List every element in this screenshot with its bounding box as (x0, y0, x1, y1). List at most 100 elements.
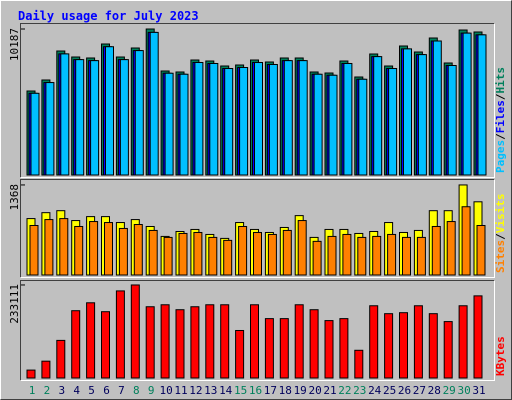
bar (399, 312, 408, 379)
legend: Sites/Visits (494, 194, 507, 274)
x-tick-label: 7 (118, 384, 125, 397)
legend-entry: Sites (494, 240, 507, 273)
x-tick-label: 26 (398, 384, 411, 397)
x-tick-label: 29 (443, 384, 456, 397)
x-tick-label: 30 (457, 384, 470, 397)
bar (164, 72, 174, 176)
bar (309, 309, 319, 379)
bar (89, 221, 99, 276)
bar (74, 225, 84, 276)
bar (130, 284, 140, 379)
bar (134, 50, 144, 176)
legend-entry: KBytes (494, 336, 507, 376)
legend-separator: / (494, 133, 507, 140)
bar (118, 227, 128, 276)
bar (402, 236, 411, 276)
bar (163, 236, 173, 276)
bar (413, 305, 423, 379)
bar (384, 313, 394, 379)
bar (105, 46, 114, 176)
x-tick-label: 2 (44, 384, 51, 397)
panel-frame (20, 179, 495, 278)
bar (447, 65, 457, 176)
bar (194, 61, 204, 176)
bar (224, 68, 234, 176)
bar (388, 68, 398, 176)
panel-frame (20, 23, 495, 178)
x-tick-label: 6 (103, 384, 110, 397)
bar (443, 321, 453, 379)
bar (477, 34, 487, 176)
x-tick-label: 20 (308, 384, 321, 397)
bar (324, 320, 334, 379)
bar (59, 218, 69, 276)
x-tick-label: 25 (383, 384, 396, 397)
bar (193, 231, 203, 276)
bar (283, 60, 293, 176)
bar (267, 233, 277, 276)
bar (387, 233, 397, 276)
y-tick-label: 10187 (8, 28, 21, 61)
x-tick-label: 9 (148, 384, 155, 397)
bar (238, 225, 248, 276)
bar (279, 318, 289, 379)
x-tick-label: 8 (133, 384, 140, 397)
bar (328, 74, 338, 176)
bar (354, 349, 364, 379)
x-tick-label: 15 (234, 384, 247, 397)
bar (209, 62, 219, 176)
panel-frame (20, 280, 495, 381)
bar (339, 318, 349, 379)
bar (133, 224, 143, 276)
x-tick-label: 31 (472, 384, 485, 397)
bar (179, 73, 189, 176)
x-tick-label: 3 (58, 384, 65, 397)
x-tick-label: 16 (249, 384, 262, 397)
bar (250, 304, 259, 379)
bar (282, 229, 292, 276)
bar (343, 62, 353, 176)
y-tick-label: 1368 (8, 184, 21, 211)
bar (298, 60, 308, 176)
bar (294, 304, 304, 379)
legend-entry: Visits (494, 194, 507, 234)
bar (45, 82, 55, 176)
x-tick-label: 19 (294, 384, 307, 397)
bar (30, 92, 40, 176)
legend: Pages/Files/Hits (494, 67, 507, 173)
bar (223, 239, 233, 276)
bar (476, 224, 486, 276)
x-tick-label: 22 (338, 384, 351, 397)
bar (264, 318, 274, 379)
x-tick-label: 11 (174, 384, 187, 397)
bar (208, 236, 218, 276)
x-tick-label: 1 (29, 384, 36, 397)
bar (254, 61, 263, 176)
x-tick-label: 13 (204, 384, 217, 397)
bar (235, 329, 245, 379)
bar (60, 53, 70, 176)
bar (313, 73, 323, 176)
bar (175, 309, 185, 379)
x-tick-label: 24 (368, 384, 382, 397)
bar (432, 40, 442, 176)
bar (373, 56, 383, 176)
bar (149, 31, 159, 176)
bar (160, 304, 170, 379)
x-tick-label: 17 (264, 384, 277, 397)
x-tick-label: 21 (323, 384, 336, 397)
bar (205, 304, 215, 379)
legend-entry: Pages (494, 140, 507, 173)
bar (372, 235, 382, 276)
y-tick-label: 233111 (8, 284, 21, 324)
chart-title: Daily usage for July 2023 (18, 9, 199, 23)
bar (403, 48, 412, 176)
bar (342, 233, 352, 276)
bar (357, 236, 367, 276)
bar (29, 224, 39, 276)
x-tick-label: 28 (428, 384, 441, 397)
bar (327, 235, 337, 276)
bar (148, 229, 158, 276)
bar (56, 339, 66, 379)
